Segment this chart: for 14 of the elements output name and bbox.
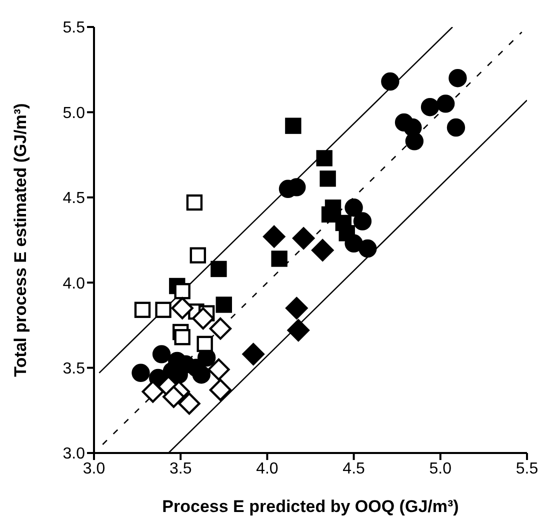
x-tick-label: 4.0 — [256, 460, 278, 478]
y-axis-title: Total process E estimated (GJ/m³) — [11, 103, 30, 377]
y-tick-label: 4.5 — [62, 190, 86, 208]
y-tick-label: 3.0 — [62, 446, 86, 463]
x-tick-label: 5.0 — [429, 460, 452, 478]
y-tick-label: 5.0 — [62, 104, 86, 122]
y-tick-label: 5.5 — [62, 20, 86, 37]
y-tick-label: 4.0 — [62, 275, 86, 292]
x-axis-title: Process E predicted by OOQ (GJ/m³) — [162, 497, 459, 516]
x-tick-label: 4.5 — [342, 460, 366, 478]
x-tick-label: 3.0 — [82, 460, 106, 478]
y-tick-label: 3.5 — [62, 360, 86, 378]
x-tick-label: 3.5 — [169, 460, 192, 478]
x-tick-label: 5.5 — [516, 460, 538, 478]
